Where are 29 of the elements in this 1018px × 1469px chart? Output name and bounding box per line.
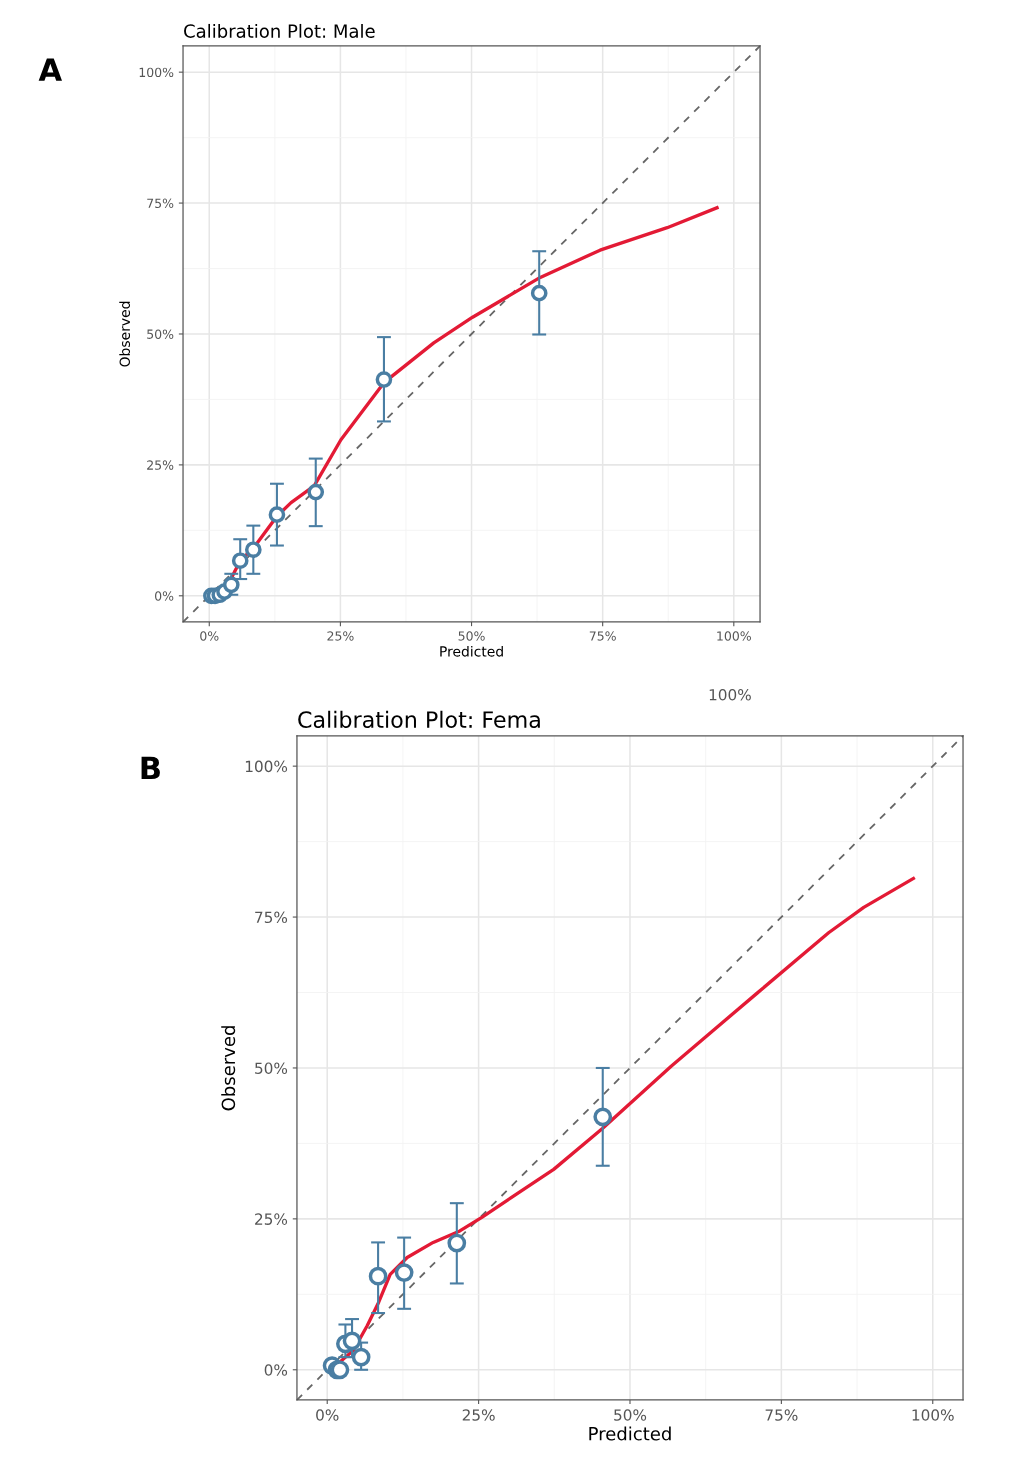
x-tick-label: 25% [327, 631, 354, 641]
y-tick-label: 0% [155, 591, 174, 601]
text: A [38, 58, 62, 81]
x-tick-label: 75% [589, 631, 616, 641]
y-tick-label: 75% [147, 198, 174, 208]
y-tick-label: 75% [255, 911, 288, 924]
x-tick-label: 0% [200, 631, 219, 641]
y-tick-label: 25% [147, 460, 174, 470]
x-tick-label: 100% [717, 631, 751, 641]
x-axis-title: Predicted [440, 645, 503, 657]
x-tick-label: 50% [614, 1409, 647, 1421]
x-tick-label: 0% [316, 1409, 339, 1421]
y-axis-title: Observed [221, 1026, 236, 1111]
chart-title: Calibration Plot: Male [184, 23, 375, 38]
text: B [141, 756, 160, 780]
y-axis-title: Observed [119, 301, 131, 367]
y-tick-label: 100% [245, 760, 288, 773]
x-tick-label: 75% [765, 1409, 798, 1421]
y-tick-label: 50% [255, 1062, 288, 1074]
y-tick-label: 50% [147, 329, 174, 339]
y-tick-label: 0% [264, 1364, 288, 1376]
x-axis-title: Predicted [589, 1426, 671, 1441]
y-tick-label: 100% [139, 67, 174, 78]
text: 100% [709, 689, 751, 701]
x-tick-label: 25% [462, 1409, 495, 1421]
chart-title: Calibration Plot: Fema [298, 710, 540, 728]
x-tick-label: 50% [458, 631, 485, 641]
x-tick-label: 100% [912, 1409, 954, 1421]
y-tick-label: 25% [255, 1213, 288, 1225]
